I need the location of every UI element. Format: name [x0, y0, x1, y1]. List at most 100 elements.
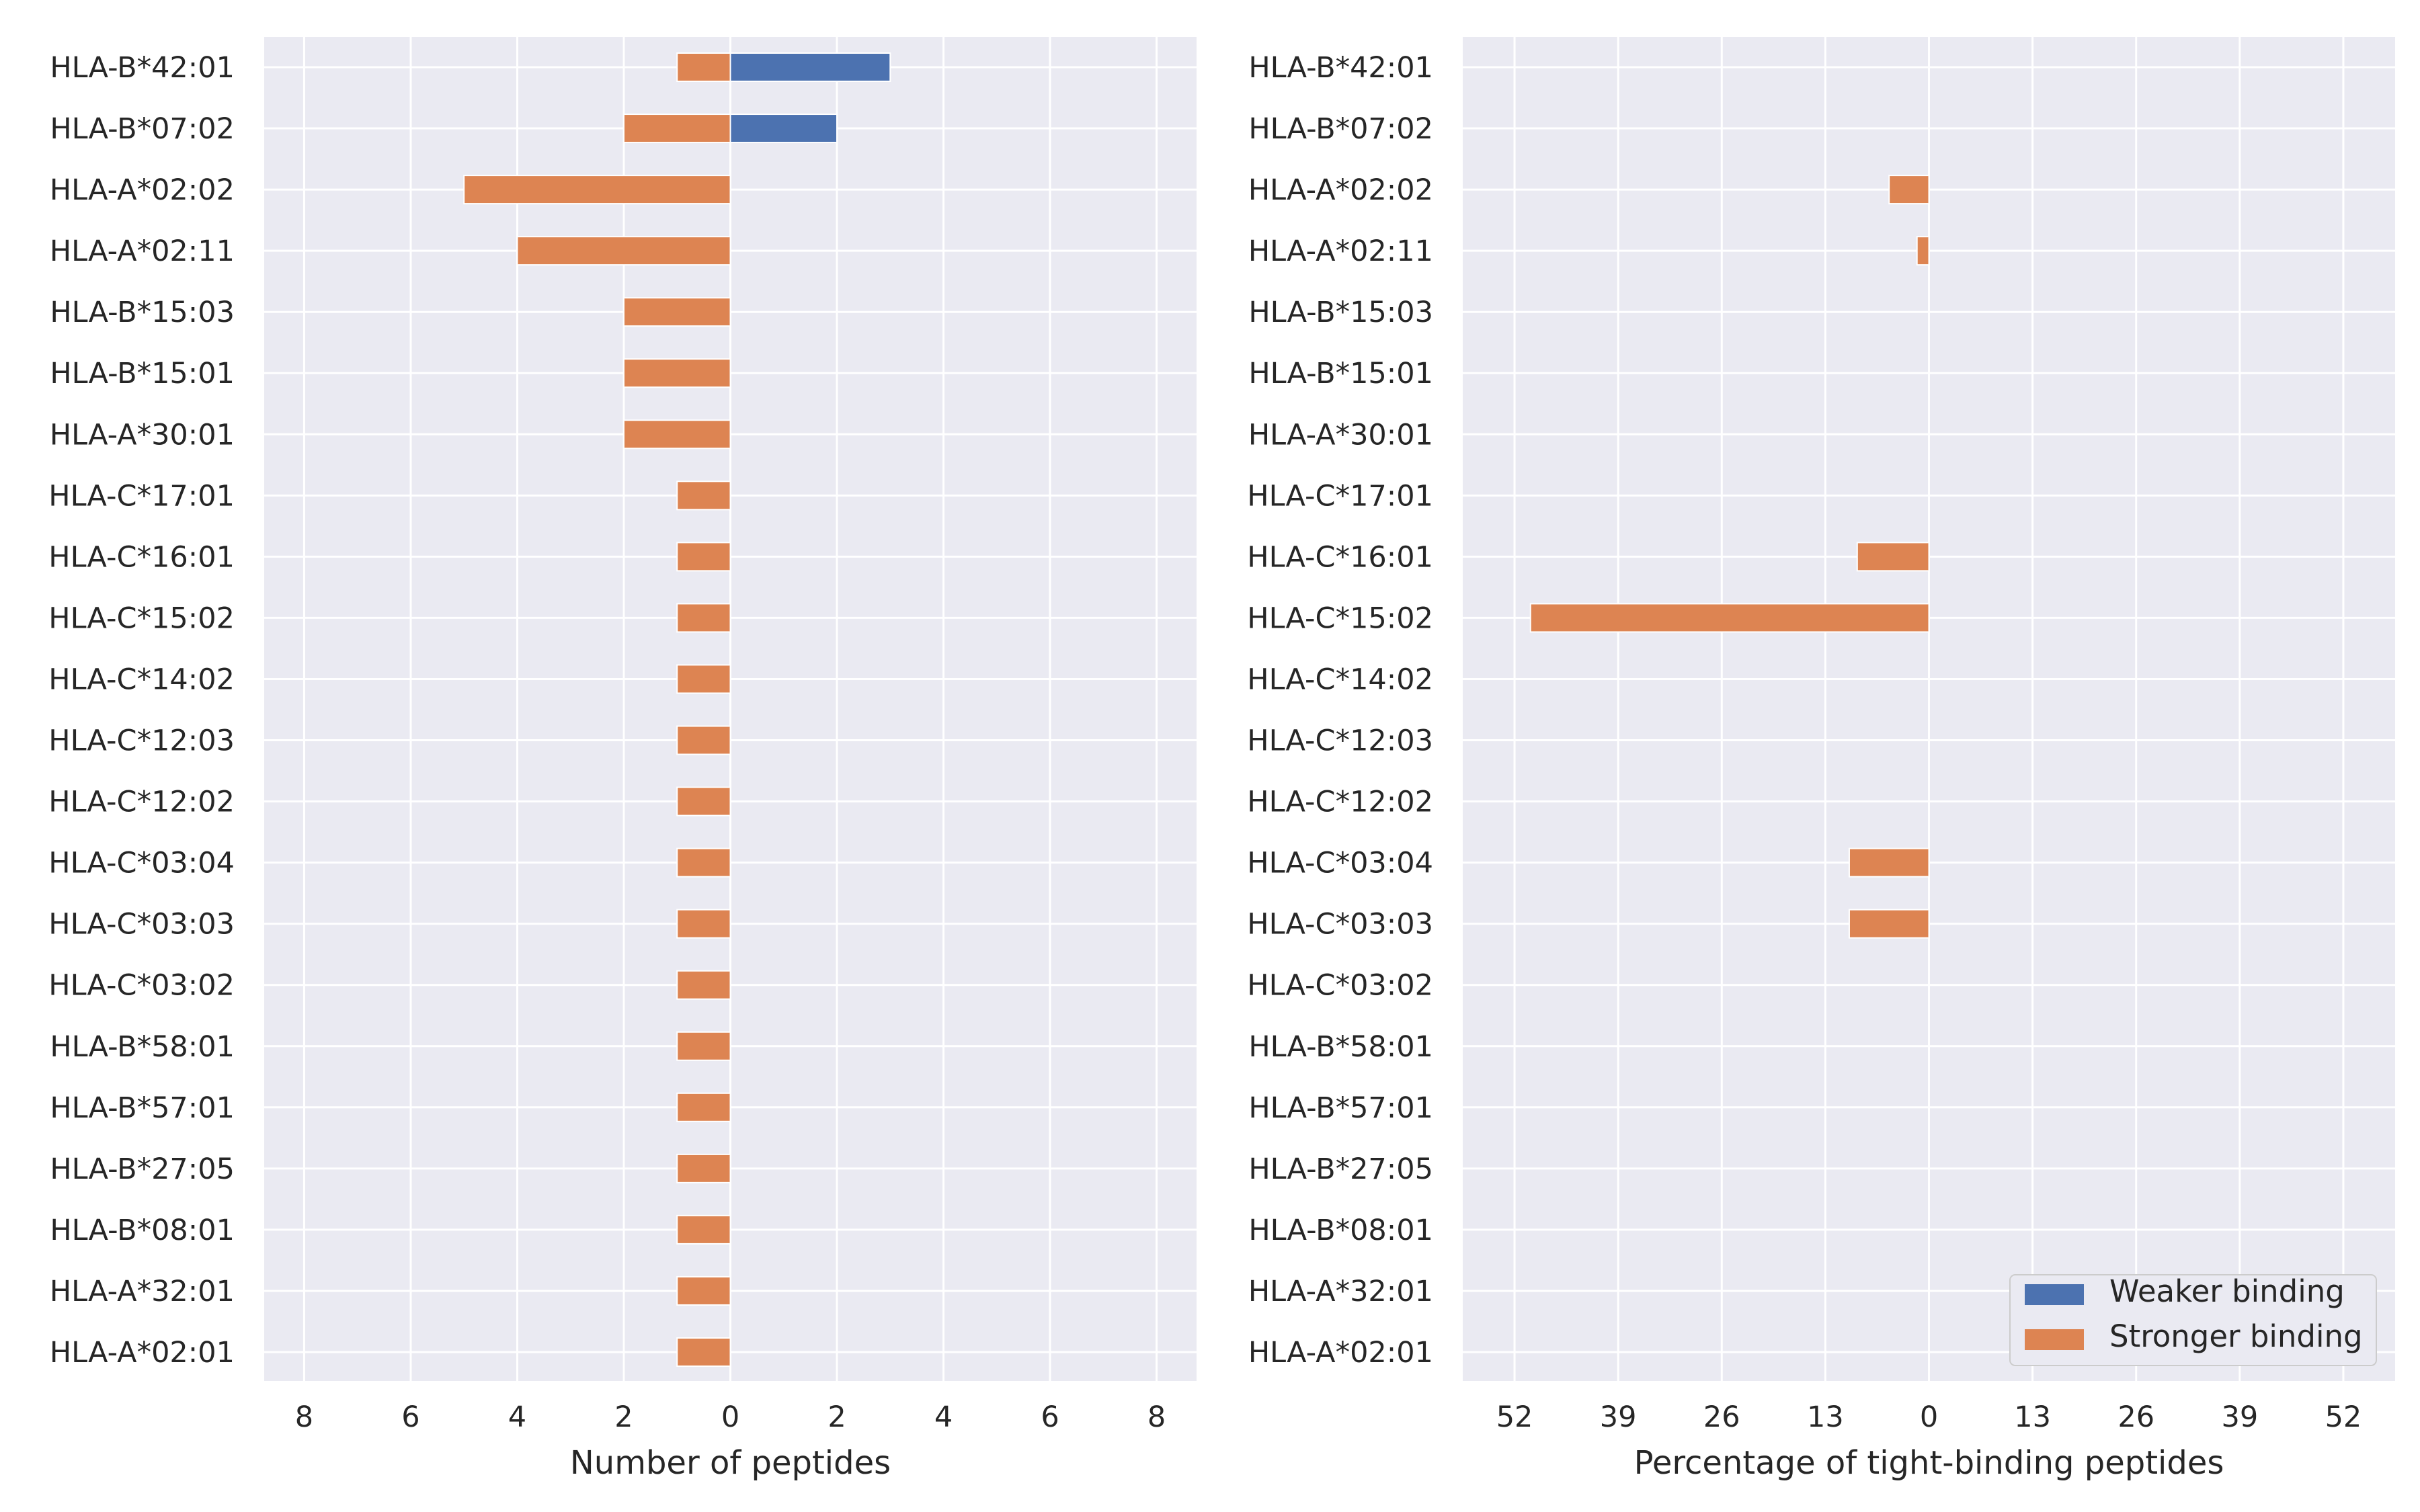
y-tick-label: HLA-A*02:11: [1248, 235, 1433, 268]
x-tick-label: 4: [934, 1400, 953, 1434]
x-tick-label: 13: [1807, 1400, 1844, 1434]
x-tick-label: 4: [508, 1400, 526, 1434]
y-tick-label: HLA-B*27:05: [50, 1152, 235, 1186]
y-tick-label: HLA-C*16:01: [48, 540, 235, 574]
x-axis-title: Number of peptides: [570, 1444, 891, 1482]
x-axis-title: Percentage of tight-binding peptides: [1634, 1444, 2224, 1482]
right-panel: HLA-B*42:01 HLA-B*07:02 HLA-A*02:02 HLA-A*0…: [1247, 37, 2395, 1482]
y-tick-label: HLA-C*17:01: [48, 479, 235, 513]
y-tick-label: HLA-A*02:02: [50, 173, 235, 207]
y-tick-label: HLA-B*07:02: [50, 112, 235, 146]
y-tick-label: HLA-C*17:01: [1247, 479, 1433, 513]
bar-weaker-HLA-B*42:01: [729, 52, 891, 82]
y-tick-label: HLA-A*02:01: [50, 1336, 235, 1370]
bar-stronger-HLA-C*03:04: [676, 847, 731, 878]
bar-stronger-HLA-A*02:11: [516, 236, 731, 266]
y-tick-label: HLA-B*15:03: [1248, 296, 1433, 329]
x-tick-label: 26: [1703, 1400, 1740, 1434]
legend-swatch-weaker: [2025, 1284, 2084, 1305]
bar-stronger-HLA-C*16:01: [1856, 542, 1930, 572]
y-tick-label: HLA-C*03:04: [48, 847, 235, 880]
bar-stronger-HLA-C*16:01: [676, 542, 731, 572]
y-tick-label: HLA-B*27:05: [1248, 1152, 1433, 1186]
bar-stronger-HLA-C*03:04: [1848, 847, 1930, 878]
y-tick-label: HLA-C*16:01: [1247, 540, 1433, 574]
y-tick-label: HLA-C*15:02: [48, 601, 235, 635]
y-tick-label: HLA-A*02:02: [1248, 173, 1433, 207]
bar-stronger-HLA-A*02:01: [676, 1337, 731, 1367]
y-tick-label: HLA-C*12:02: [1247, 786, 1433, 819]
x-tick-label: 8: [1147, 1400, 1166, 1434]
bar-stronger-HLA-C*12:02: [676, 786, 731, 816]
y-tick-label: HLA-B*07:02: [1248, 112, 1433, 146]
bar-stronger-HLA-B*58:01: [676, 1031, 731, 1061]
bar-stronger-HLA-C*15:02: [676, 603, 731, 633]
y-tick-label: HLA-C*12:03: [48, 724, 235, 758]
bar-stronger-HLA-B*15:01: [622, 358, 731, 388]
bar-stronger-HLA-A*02:02: [1888, 175, 1930, 205]
y-tick-label: HLA-A*32:01: [50, 1275, 235, 1308]
bar-stronger-HLA-C*03:03: [1848, 909, 1930, 939]
y-tick-label: HLA-B*57:01: [1248, 1091, 1433, 1125]
bar-stronger-HLA-C*14:02: [676, 664, 731, 694]
x-tick-label: 2: [828, 1400, 846, 1434]
y-tick-label: HLA-B*42:01: [50, 51, 235, 85]
bar-stronger-HLA-B*42:01: [676, 52, 731, 82]
x-tick-label: 0: [1920, 1400, 1938, 1434]
x-tick-label: 52: [2325, 1400, 2362, 1434]
bar-stronger-HLA-A*02:11: [1916, 236, 1930, 266]
y-tick-label: HLA-A*30:01: [1248, 418, 1433, 452]
x-tick-label: 6: [1041, 1400, 1059, 1434]
y-tick-label: HLA-A*30:01: [50, 418, 235, 452]
x-tick-label: 39: [2221, 1400, 2258, 1434]
bar-stronger-HLA-A*32:01: [676, 1275, 731, 1306]
x-tick-label: 52: [1496, 1400, 1533, 1434]
y-tick-label: HLA-A*02:01: [1248, 1336, 1433, 1370]
y-tick-label: HLA-C*03:02: [1247, 969, 1433, 1003]
y-tick-label: HLA-B*58:01: [50, 1030, 235, 1064]
x-tick-label: 13: [2014, 1400, 2051, 1434]
bar-stronger-HLA-C*12:03: [676, 725, 731, 755]
y-tick-label: HLA-B*15:01: [50, 357, 235, 390]
bar-stronger-HLA-A*30:01: [622, 419, 731, 450]
x-tick-label: 0: [721, 1400, 739, 1434]
x-tick-label: 6: [401, 1400, 419, 1434]
bar-stronger-HLA-B*15:03: [622, 297, 731, 327]
y-tick-label: HLA-A*32:01: [1248, 1275, 1433, 1308]
x-tick-label: 2: [614, 1400, 633, 1434]
y-tick-label: HLA-C*14:02: [48, 663, 235, 696]
y-tick-label: HLA-C*03:04: [1247, 847, 1433, 880]
y-tick-label: HLA-B*57:01: [50, 1091, 235, 1125]
x-tick-label: 8: [295, 1400, 313, 1434]
y-tick-label: HLA-A*02:11: [50, 235, 235, 268]
y-tick-label: HLA-B*42:01: [1248, 51, 1433, 85]
bar-stronger-HLA-C*15:02: [1529, 603, 1930, 633]
bar-stronger-HLA-C*17:01: [676, 480, 731, 511]
x-tick-label: 39: [1600, 1400, 1637, 1434]
bar-stronger-HLA-B*07:02: [622, 114, 731, 144]
legend-label-stronger: Stronger binding: [2109, 1318, 2363, 1354]
bar-stronger-HLA-C*03:02: [676, 970, 731, 1000]
x-tick-label: 26: [2118, 1400, 2154, 1434]
y-tick-label: HLA-C*03:03: [48, 908, 235, 941]
bar-stronger-HLA-B*57:01: [676, 1092, 731, 1122]
legend-swatch-stronger: [2025, 1329, 2084, 1350]
bar-stronger-HLA-B*27:05: [676, 1153, 731, 1183]
bar-stronger-HLA-A*02:02: [463, 175, 731, 205]
legend-label-weaker: Weaker binding: [2109, 1273, 2345, 1309]
y-tick-label: HLA-C*03:03: [1247, 908, 1433, 941]
bar-weaker-HLA-B*07:02: [729, 114, 838, 144]
y-tick-label: HLA-C*12:02: [48, 786, 235, 819]
bar-stronger-HLA-C*03:03: [676, 909, 731, 939]
legend-frame: [2009, 1274, 2377, 1366]
left-panel: HLA-B*42:01 HLA-B*07:02 HLA-A*02:02 HLA-A*0…: [48, 37, 1197, 1482]
legend: Weaker binding Stronger binding: [2009, 1273, 2377, 1366]
y-tick-label: HLA-B*58:01: [1248, 1030, 1433, 1064]
y-tick-label: HLA-C*15:02: [1247, 601, 1433, 635]
bar-stronger-HLA-B*08:01: [676, 1214, 731, 1245]
y-tick-label: HLA-B*15:01: [1248, 357, 1433, 390]
y-tick-label: HLA-B*15:03: [50, 296, 235, 329]
y-tick-label: HLA-C*03:02: [48, 969, 235, 1003]
y-tick-label: HLA-C*12:03: [1247, 724, 1433, 758]
